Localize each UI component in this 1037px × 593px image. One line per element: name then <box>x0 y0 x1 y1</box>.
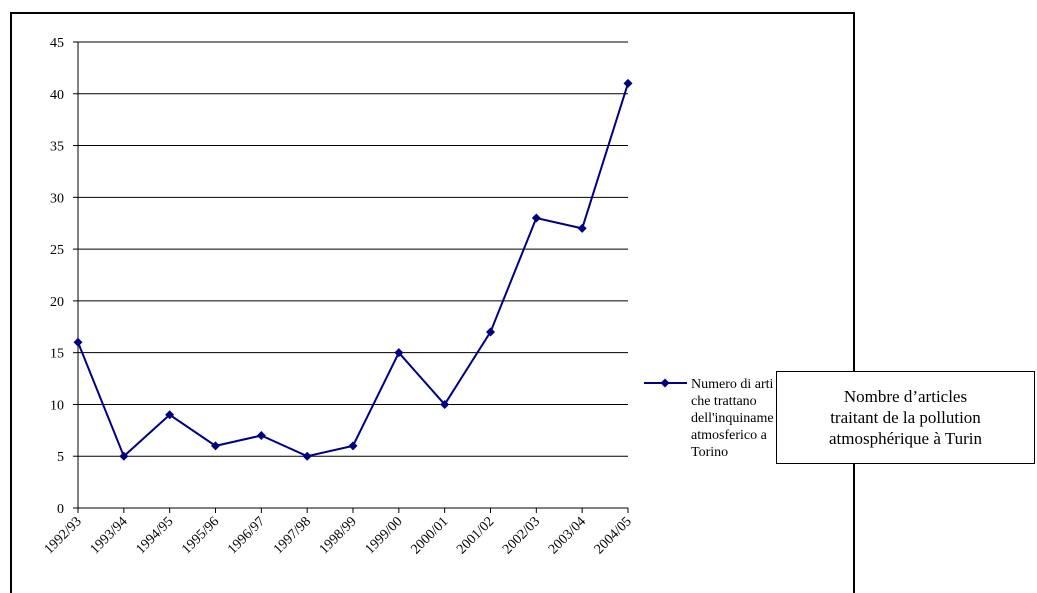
chart-frame <box>10 12 855 593</box>
caption-line: traitant de la pollution <box>830 408 981 427</box>
data-point <box>531 213 541 223</box>
caption-line: atmosphérique à Turin <box>829 429 982 448</box>
data-series <box>73 78 633 461</box>
x-tick-label: 1998/99 <box>317 514 360 557</box>
data-point <box>394 348 404 358</box>
data-point <box>577 223 587 233</box>
y-tick-label: 30 <box>50 191 64 206</box>
axes <box>77 42 629 513</box>
x-tick-label: 1996/97 <box>225 514 268 557</box>
legend-label-line: che trattano <box>691 394 757 409</box>
caption-text: Nombre d’articles traitant de la polluti… <box>829 386 982 449</box>
y-tick-label: 25 <box>50 243 64 258</box>
x-tick-label: 2004/05 <box>592 514 635 557</box>
legend: Numero di arti che trattano dell'inquiname… <box>644 377 774 460</box>
x-tick-label: 2003/04 <box>546 514 589 557</box>
x-tick-labels: 1992/93 1993/94 1994/95 1995/96 1996/97 1997/… <box>42 514 635 557</box>
data-point <box>623 78 633 88</box>
legend-label-line: atmosferico a <box>691 428 768 443</box>
caption-line: Nombre d’articles <box>843 387 968 406</box>
y-tick-label: 40 <box>50 88 64 103</box>
data-point <box>73 337 83 347</box>
y-tick-label: 20 <box>50 295 64 310</box>
data-point <box>302 451 312 461</box>
data-point <box>256 431 266 441</box>
legend-label-line: Torino <box>691 445 728 460</box>
y-tick-label: 15 <box>50 347 64 362</box>
y-tick-labels: 0 5 10 15 20 25 30 35 40 45 <box>50 36 64 517</box>
x-tick-label: 1997/98 <box>271 514 314 557</box>
data-point <box>211 441 220 451</box>
data-point <box>165 410 175 420</box>
series-line <box>77 83 629 458</box>
data-point <box>486 327 495 337</box>
y-tick-label: 45 <box>50 36 64 51</box>
legend-label-line: Numero di arti <box>691 377 774 392</box>
x-tick-label: 1993/94 <box>88 514 131 557</box>
data-point <box>440 399 450 409</box>
legend-label-line: dell'inquiname <box>691 411 774 426</box>
legend-label: Numero di arti che trattano dell'inquiname… <box>691 377 774 460</box>
x-tick-label: 2001/02 <box>454 514 497 557</box>
x-tick-label: 2002/03 <box>500 514 543 557</box>
x-tick-label: 1992/93 <box>42 514 85 557</box>
gridlines <box>73 41 628 509</box>
x-tick-label: 1995/96 <box>179 514 222 557</box>
y-tick-label: 0 <box>57 502 64 517</box>
x-tick-label: 1994/95 <box>133 514 176 557</box>
data-point <box>348 441 358 451</box>
data-point <box>119 451 129 461</box>
y-tick-label: 10 <box>50 398 64 413</box>
x-tick-label: 2000/01 <box>408 514 451 557</box>
legend-diamond-marker <box>660 378 670 388</box>
x-tick-label: 1999/00 <box>363 514 406 557</box>
y-tick-label: 5 <box>57 450 64 465</box>
caption-box: Nombre d’articles traitant de la polluti… <box>776 371 1035 464</box>
y-tick-label: 35 <box>50 140 64 155</box>
